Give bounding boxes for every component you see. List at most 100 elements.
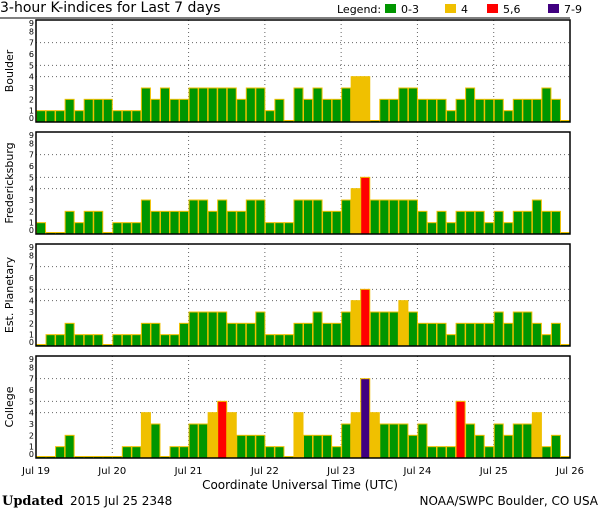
y-tick-label: 0 (29, 338, 34, 347)
bar (369, 412, 380, 459)
bar (331, 446, 342, 459)
y-tick-label: 9 (29, 355, 34, 364)
bar (83, 210, 94, 235)
bar (541, 210, 552, 235)
bar (388, 311, 399, 347)
bar (341, 423, 352, 459)
bar (112, 222, 123, 235)
bar (188, 199, 199, 235)
bar (455, 98, 466, 123)
bar (226, 210, 237, 235)
x-tick-label: Jul 25 (479, 466, 508, 477)
legend-swatch (385, 4, 396, 13)
bar (264, 334, 275, 347)
legend-swatch (445, 4, 456, 13)
bar (322, 434, 333, 459)
y-tick-label: 8 (29, 27, 34, 36)
bar (226, 87, 237, 123)
bar (236, 322, 247, 347)
y-tick-label: 0 (29, 226, 34, 235)
bar (131, 110, 142, 123)
bar (512, 210, 523, 235)
bar (455, 322, 466, 347)
bar (550, 98, 561, 123)
bar (379, 98, 390, 123)
panel-est-planetary: 01 2 3 4 5 6 7 89 Est. Planetary (3, 243, 571, 347)
bar (255, 87, 266, 123)
bar (369, 311, 380, 347)
bar (541, 334, 552, 347)
bar (550, 434, 561, 459)
y-tick-label: 7 (29, 151, 34, 160)
bar (369, 199, 380, 235)
bar (121, 110, 132, 123)
bar (179, 446, 190, 459)
panels: 0123456789Boulder0123456789Fredericksbur… (3, 19, 571, 459)
y-tick-label: 7 (29, 263, 34, 272)
bar (293, 87, 304, 123)
bar (398, 87, 409, 123)
bar (169, 210, 180, 235)
bar (474, 98, 485, 123)
y-tick-label: 2 (29, 95, 34, 104)
bar (45, 334, 56, 347)
plot-frame (35, 355, 571, 459)
bar (274, 222, 285, 235)
y-tick-label: 1 (29, 107, 34, 116)
bar (150, 423, 161, 459)
bar (426, 98, 438, 123)
bar (407, 87, 418, 123)
x-tick-label: Jul 22 (250, 466, 279, 477)
bar (388, 423, 399, 459)
panel-college: 01 2 3 4 5 6 7 89 College (3, 355, 571, 459)
bar (236, 210, 247, 235)
bar (303, 322, 314, 347)
bar (83, 334, 94, 347)
bar (36, 222, 47, 235)
bar (360, 288, 371, 347)
bar (322, 98, 333, 123)
x-tick-label: Jul 19 (21, 466, 50, 477)
y-tick-label: 7 (29, 39, 34, 48)
bar (493, 423, 504, 459)
bar (245, 199, 256, 235)
y-tick-label: 5 (29, 173, 34, 182)
legend-entry-label: 4 (461, 3, 468, 16)
legend-swatch (548, 4, 559, 13)
bar (550, 322, 561, 347)
legend-entry-label: 5,6 (503, 3, 521, 16)
bar (350, 188, 361, 235)
bar (169, 334, 180, 347)
bar (522, 311, 533, 347)
plot-frame (35, 19, 571, 123)
bar (512, 311, 523, 347)
bar (522, 423, 533, 459)
y-tick-label: 2 (29, 207, 34, 216)
bar (484, 322, 495, 347)
bar (264, 110, 275, 123)
legend-swatch (487, 4, 498, 13)
bar (274, 98, 285, 123)
bar (484, 98, 495, 123)
panel-boulder: 01 2 3 4 5 6 7 89 Boulder (3, 19, 571, 123)
y-tick-label: 3 (29, 196, 34, 205)
bar (188, 311, 199, 347)
bar (465, 423, 476, 459)
y-tick-label: 4 (29, 73, 34, 82)
bar (455, 400, 466, 459)
bar (207, 412, 218, 459)
bar (112, 334, 123, 347)
bar (531, 98, 542, 123)
bar (503, 434, 514, 459)
bar (465, 322, 476, 347)
bar (474, 322, 485, 347)
y-tick-label: 7 (29, 375, 34, 384)
y-tick-label: 4 (29, 185, 34, 194)
y-tick-label: 6 (29, 274, 34, 283)
bar (274, 334, 285, 347)
y-tick-label: 0 (29, 450, 34, 459)
y-tick-label: 5 (29, 397, 34, 406)
bar (198, 311, 209, 347)
y-tick-label: 3 (29, 84, 34, 93)
bar (474, 434, 485, 459)
